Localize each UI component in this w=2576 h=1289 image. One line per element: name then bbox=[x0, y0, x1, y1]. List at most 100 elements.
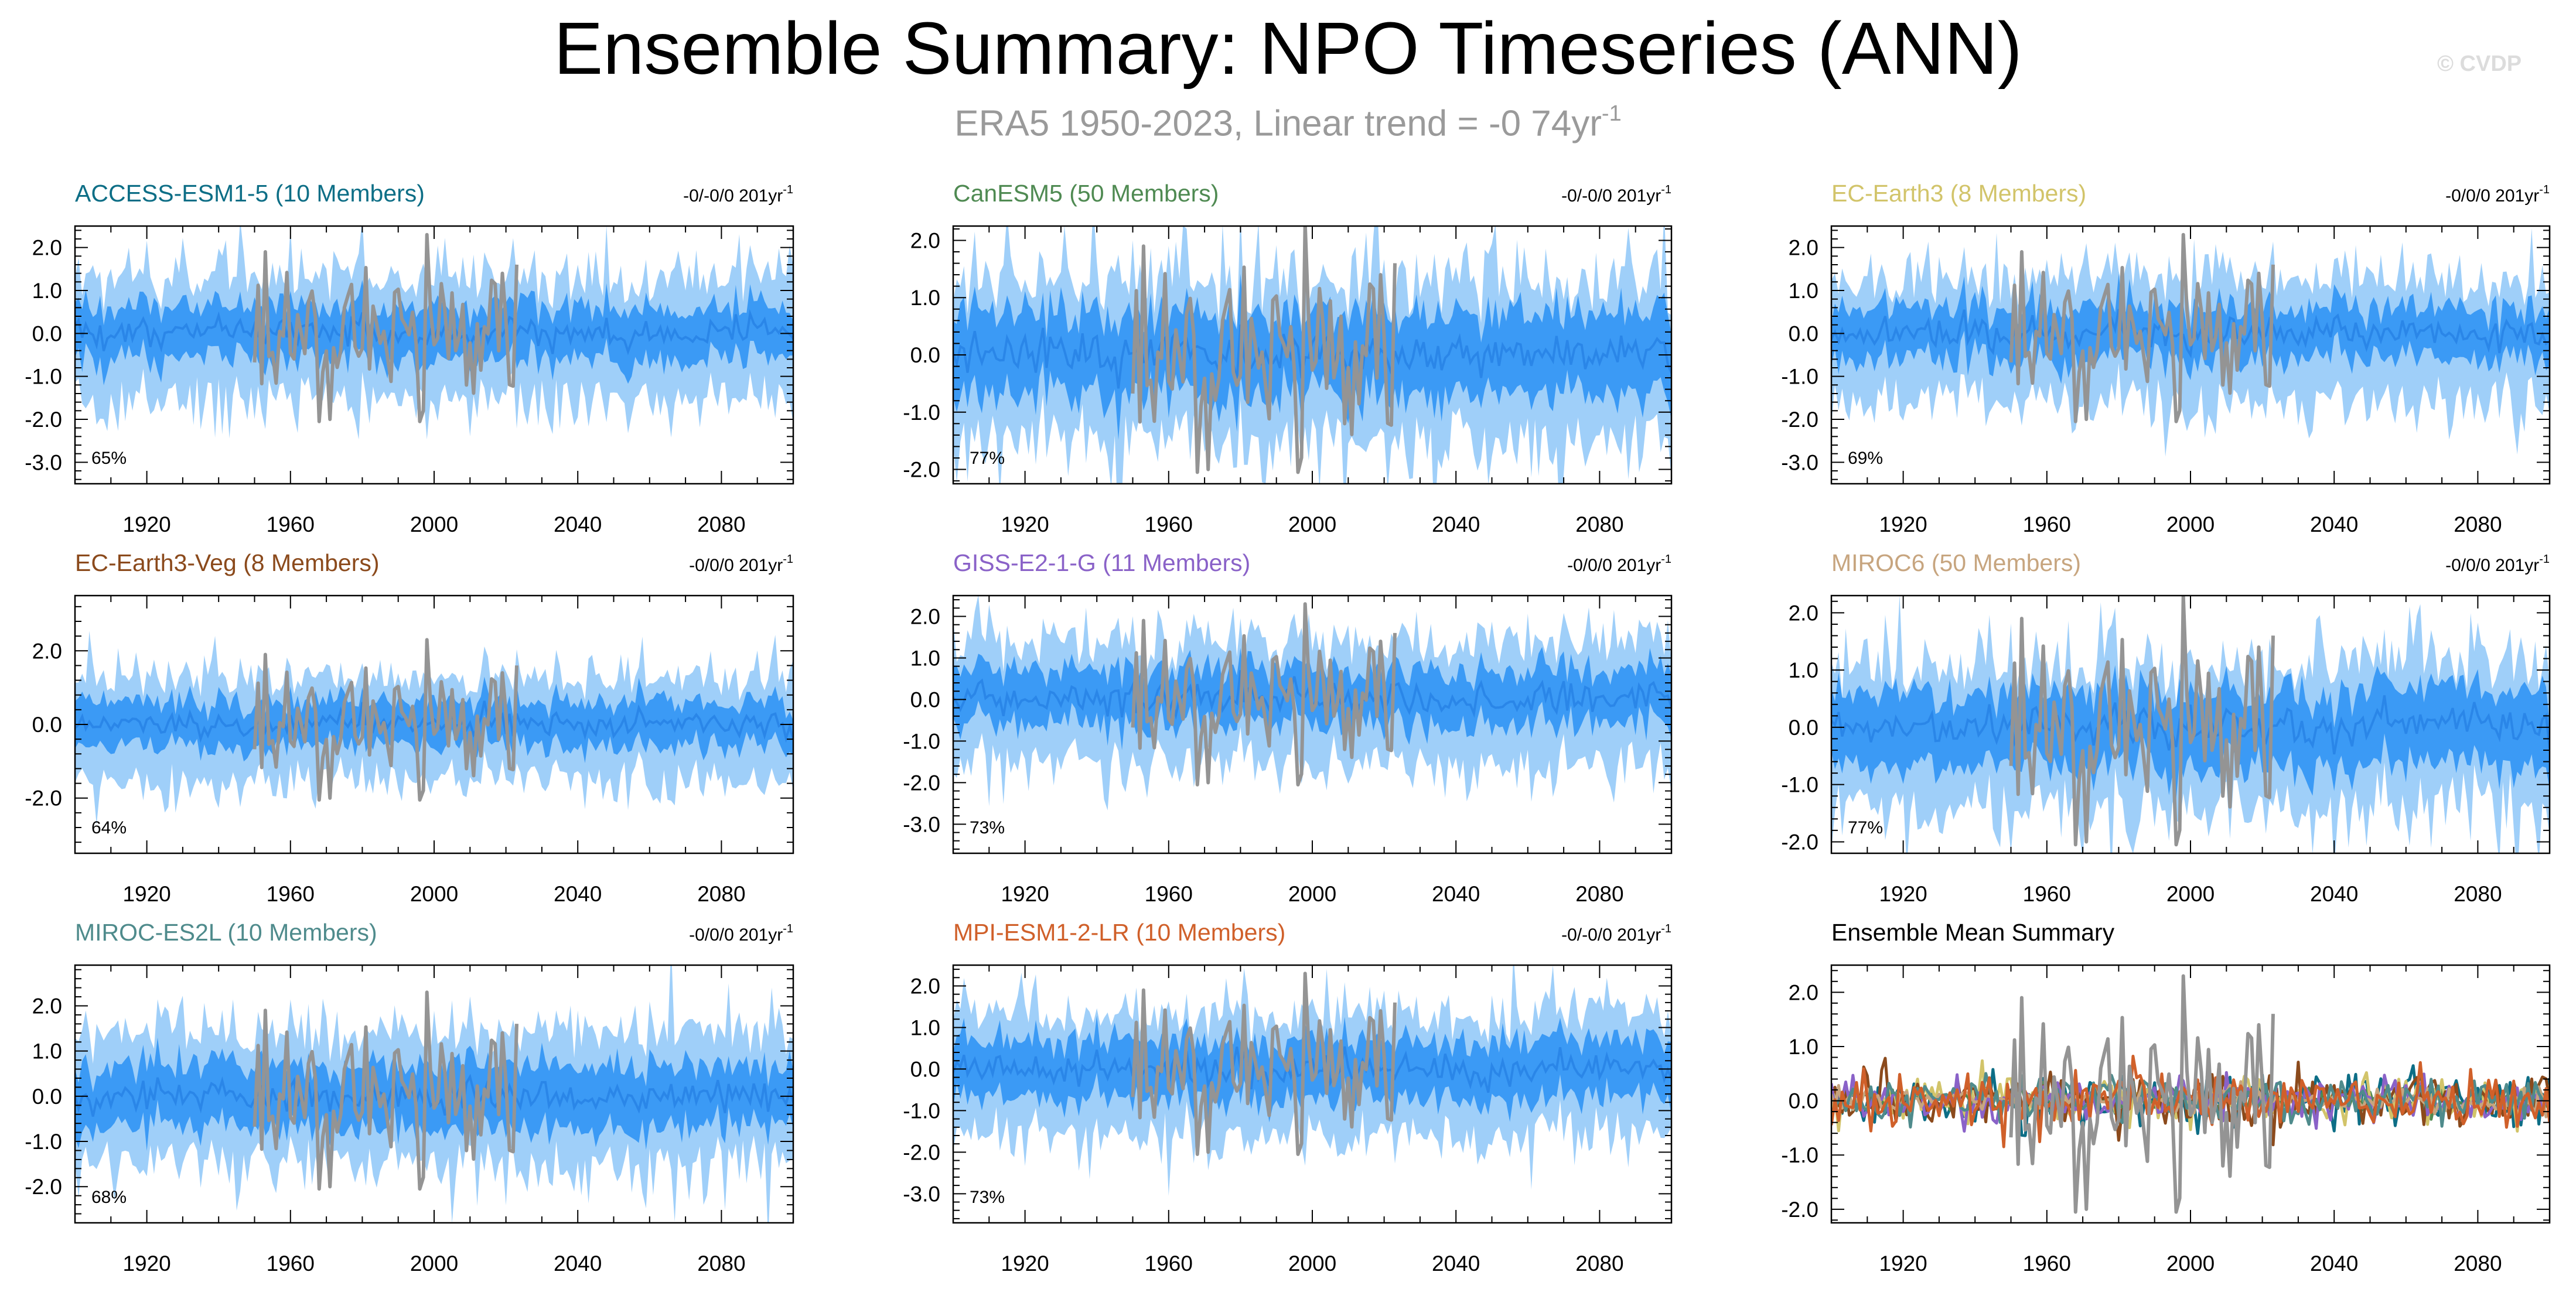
xtick-label: 2040 bbox=[554, 1252, 602, 1276]
xtick-label: 1960 bbox=[2023, 1252, 2071, 1276]
ytick-label: -2.0 bbox=[1781, 830, 1818, 854]
ytick-label: -1.0 bbox=[903, 729, 940, 753]
ytick-label: -2.0 bbox=[903, 1140, 940, 1164]
xtick-label: 1920 bbox=[1001, 1252, 1049, 1276]
xtick-label: 2040 bbox=[2310, 512, 2358, 536]
xtick-label: 2000 bbox=[410, 1252, 458, 1276]
ytick-label: 1.0 bbox=[1789, 279, 1818, 303]
xtick-label: 1960 bbox=[267, 882, 315, 906]
ytick-label: -2.0 bbox=[25, 1175, 62, 1199]
ytick-label: -1.0 bbox=[1781, 365, 1818, 389]
plot-area bbox=[953, 596, 1671, 811]
ytick-label: 0.0 bbox=[910, 343, 940, 367]
panel-title: MPI-ESM1-2-LR (10 Members) bbox=[953, 919, 1285, 946]
ytick-label: -2.0 bbox=[25, 787, 62, 811]
panel-1: 2.0 1.0 0.0 -1.0 -2.0 -3.0 1920 1960 2000 2040 208… bbox=[25, 180, 794, 536]
series-ensemble-mean bbox=[1831, 695, 2550, 755]
xtick-label: 2080 bbox=[1575, 882, 1623, 906]
panel-title: GISS-E2-1-G (11 Members) bbox=[953, 549, 1250, 576]
panel-title: Ensemble Mean Summary bbox=[1831, 919, 2115, 946]
ytick-label: -3.0 bbox=[903, 1182, 940, 1206]
ytick-label: 2.0 bbox=[1789, 601, 1818, 625]
xtick-label: 2040 bbox=[1432, 1252, 1480, 1276]
series-observations bbox=[253, 638, 518, 802]
xtick-label: 2040 bbox=[2310, 1252, 2358, 1276]
plot-area bbox=[953, 965, 1671, 1196]
xtick-label: 2000 bbox=[410, 512, 458, 536]
panel-title: MIROC-ES2L (10 Members) bbox=[75, 919, 377, 946]
ytick-label: -3.0 bbox=[1781, 450, 1818, 474]
xtick-label: 2040 bbox=[1432, 512, 1480, 536]
ytick-label: -1.0 bbox=[25, 1130, 62, 1154]
ytick-label: -1.0 bbox=[1781, 773, 1818, 797]
trend-label: -0/0/0 201yr-1 bbox=[2445, 553, 2550, 575]
plot-area bbox=[953, 226, 1671, 484]
xtick-label: 1920 bbox=[1001, 512, 1049, 536]
percent-label: 64% bbox=[91, 818, 127, 837]
ytick-label: 1.0 bbox=[32, 279, 62, 303]
ytick-label: -1.0 bbox=[25, 365, 62, 389]
trend-label: -0/0/0 201yr-1 bbox=[1567, 553, 1671, 575]
ytick-label: 0.0 bbox=[32, 713, 62, 737]
xtick-label: 1960 bbox=[2023, 512, 2071, 536]
xtick-label: 1960 bbox=[2023, 882, 2071, 906]
ytick-label: 0.0 bbox=[32, 1085, 62, 1109]
xtick-label: 2000 bbox=[410, 882, 458, 906]
xtick-label: 2000 bbox=[2166, 1252, 2215, 1276]
xtick-label: 2080 bbox=[2454, 512, 2502, 536]
xtick-label: 2080 bbox=[1575, 512, 1623, 536]
ytick-label: 1.0 bbox=[32, 1040, 62, 1064]
xtick-label: 2080 bbox=[2454, 1252, 2502, 1276]
panel-2: 2.0 1.0 0.0 -1.0 -2.0 1920 1960 2000 2040 2080 Can… bbox=[903, 180, 1673, 536]
xtick-label: 2080 bbox=[697, 1252, 745, 1276]
xtick-label: 2040 bbox=[554, 512, 602, 536]
ytick-label: 1.0 bbox=[1789, 1035, 1818, 1059]
ytick-label: -2.0 bbox=[903, 458, 940, 482]
percent-label: 73% bbox=[970, 818, 1005, 837]
subtitle-text: ERA5 1950-2023, Linear trend = -0 74yr bbox=[954, 103, 1602, 144]
panel-title: EC-Earth3-Veg (8 Members) bbox=[75, 549, 380, 576]
panel-6: 2.0 1.0 0.0 -1.0 -2.0 1920 1960 2000 2040 2080 MIR… bbox=[1781, 549, 2551, 906]
xtick-label: 1920 bbox=[1001, 882, 1049, 906]
series-observations bbox=[253, 233, 518, 423]
panel-3: 2.0 1.0 0.0 -1.0 -2.0 -3.0 1920 1960 2000 2040 208… bbox=[1781, 180, 2551, 536]
panel-5: 2.0 1.0 0.0 -1.0 -2.0 -3.0 1920 1960 2000 2040 208… bbox=[903, 549, 1673, 906]
ytick-label: 0.0 bbox=[1789, 322, 1818, 346]
panel-title: MIROC6 (50 Members) bbox=[1831, 549, 2081, 576]
panel-4: 2.0 0.0 -2.0 1920 1960 2000 2040 2080 EC-Earth3-… bbox=[25, 549, 794, 906]
xtick-label: 1920 bbox=[1879, 1252, 1927, 1276]
percent-label: 77% bbox=[1848, 818, 1883, 837]
panel-title: ACCESS-ESM1-5 (10 Members) bbox=[75, 180, 425, 207]
subtitle-superscript: -1 bbox=[1601, 101, 1622, 126]
panel-title: CanESM5 (50 Members) bbox=[953, 180, 1219, 207]
plot-area bbox=[1831, 228, 2550, 457]
trend-label: -0/-0/0 201yr-1 bbox=[1561, 922, 1671, 945]
ytick-label: 1.0 bbox=[1789, 658, 1818, 682]
series-observations bbox=[1131, 602, 1397, 787]
xtick-label: 1920 bbox=[122, 512, 170, 536]
ytick-label: 2.0 bbox=[910, 228, 940, 252]
xtick-label: 2000 bbox=[1288, 1252, 1336, 1276]
series-observations bbox=[2009, 233, 2275, 423]
trend-label: -0/0/0 201yr-1 bbox=[689, 553, 793, 575]
watermark: © CVDP bbox=[2437, 52, 2522, 76]
plot-area bbox=[75, 965, 793, 1223]
ytick-label: 2.0 bbox=[910, 974, 940, 998]
ytick-label: -1.0 bbox=[1781, 1143, 1818, 1167]
xtick-label: 2040 bbox=[2310, 882, 2358, 906]
ytick-label: -3.0 bbox=[903, 812, 940, 836]
plot-area bbox=[75, 226, 793, 440]
panel-9: 2.0 1.0 0.0 -1.0 -2.0 1920 1960 2000 2040 2080 Ens… bbox=[1781, 919, 2551, 1276]
ytick-label: 1.0 bbox=[910, 1016, 940, 1040]
main-title: Ensemble Summary: NPO Timeseries (ANN) bbox=[554, 7, 2022, 90]
ytick-label: -2.0 bbox=[1781, 408, 1818, 432]
subtitle: ERA5 1950-2023, Linear trend = -0 74yr-1 bbox=[0, 93, 2576, 148]
series-observations bbox=[253, 990, 518, 1191]
xtick-label: 1960 bbox=[1145, 882, 1193, 906]
xtick-label: 2080 bbox=[697, 512, 745, 536]
series-ensemble-mean bbox=[953, 324, 1671, 389]
ytick-label: 2.0 bbox=[910, 604, 940, 628]
percent-label: 65% bbox=[91, 449, 127, 468]
